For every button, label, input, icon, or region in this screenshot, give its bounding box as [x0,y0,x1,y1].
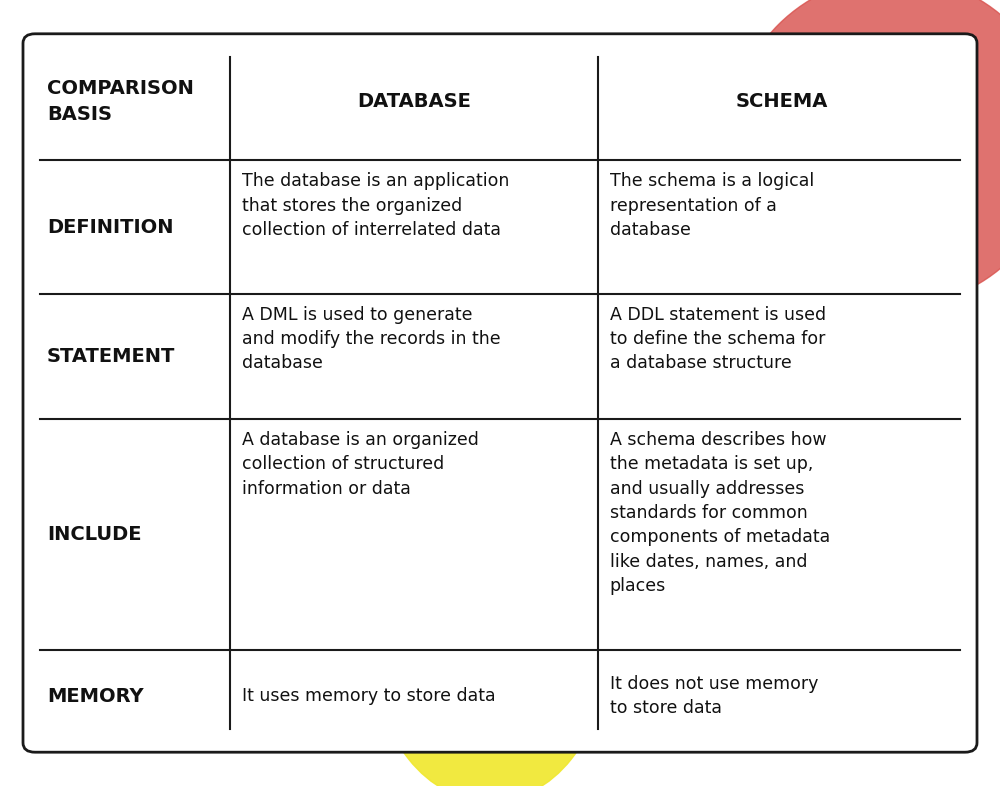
Text: COMPARISON
BASIS: COMPARISON BASIS [47,79,194,124]
Text: A DDL statement is used
to define the schema for
a database structure: A DDL statement is used to define the sc… [610,306,826,373]
Text: DEFINITION: DEFINITION [47,218,174,237]
Text: A schema describes how
the metadata is set up,
and usually addresses
standards f: A schema describes how the metadata is s… [610,431,830,595]
Text: The database is an application
that stores the organized
collection of interrela: The database is an application that stor… [242,172,510,239]
Ellipse shape [730,0,1000,307]
Text: SCHEMA: SCHEMA [735,93,828,112]
Text: DATABASE: DATABASE [357,93,471,112]
Text: INCLUDE: INCLUDE [47,525,142,544]
Text: It uses memory to store data: It uses memory to store data [242,687,496,705]
FancyBboxPatch shape [23,34,977,752]
Text: STATEMENT: STATEMENT [47,347,175,366]
Text: MEMORY: MEMORY [47,687,144,706]
Ellipse shape [375,511,605,786]
Text: A DML is used to generate
and modify the records in the
database: A DML is used to generate and modify the… [242,306,501,373]
Text: It does not use memory
to store data: It does not use memory to store data [610,675,818,718]
Text: The schema is a logical
representation of a
database: The schema is a logical representation o… [610,172,814,239]
Text: A database is an organized
collection of structured
information or data: A database is an organized collection of… [242,431,479,498]
